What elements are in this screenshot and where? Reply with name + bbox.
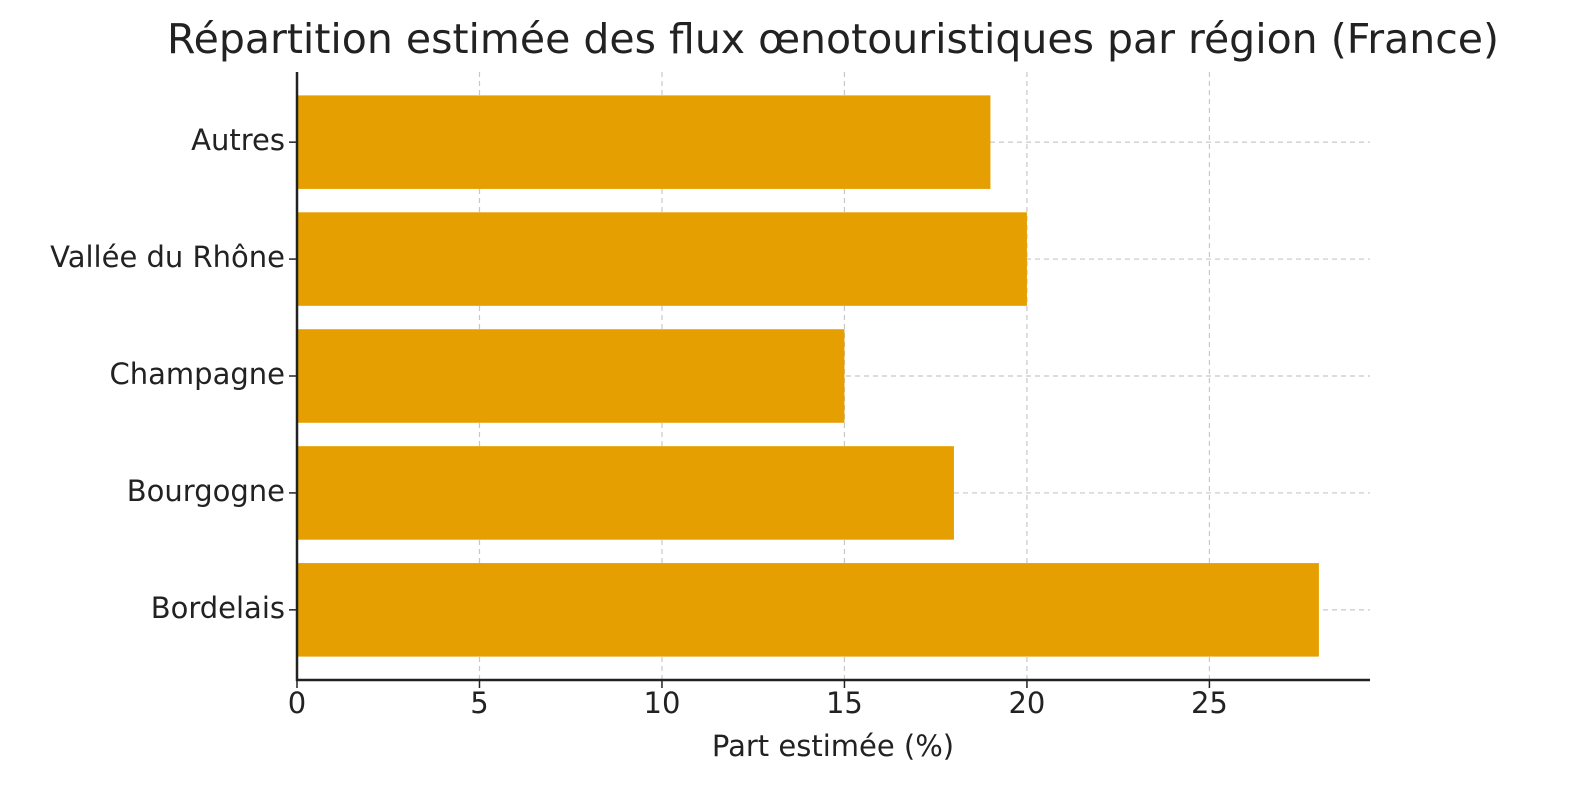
x-tick-label: 5 [470, 686, 488, 720]
bar [297, 95, 991, 189]
bar [297, 563, 1319, 657]
x-tick-label: 20 [1008, 686, 1045, 720]
y-tick-label: Bourgogne [127, 474, 285, 508]
bar [297, 446, 954, 540]
x-axis-label: Part estimée (%) [712, 729, 954, 763]
bar [297, 329, 845, 423]
y-tick-label: Vallée du Rhône [50, 240, 285, 274]
y-tick-label: Autres [191, 123, 285, 157]
y-tick-label: Champagne [110, 357, 285, 391]
bar [297, 212, 1027, 306]
chart-title: Répartition estimée des flux œnotouristi… [167, 15, 1499, 63]
y-tick-label: Bordelais [151, 591, 285, 625]
x-tick-label: 15 [826, 686, 863, 720]
x-tick-label: 10 [644, 686, 681, 720]
x-tick-label: 0 [288, 686, 306, 720]
x-tick-label: 25 [1191, 686, 1228, 720]
